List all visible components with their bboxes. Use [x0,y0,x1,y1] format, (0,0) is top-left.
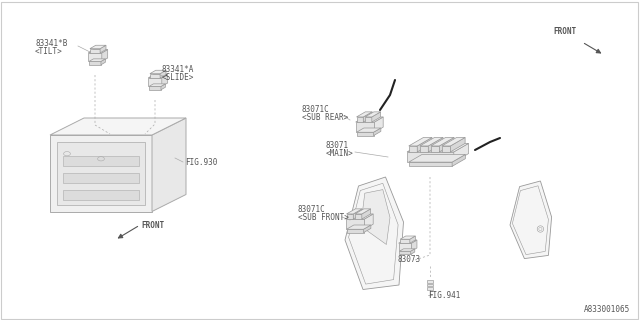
Text: FRONT: FRONT [141,221,164,230]
Polygon shape [399,249,415,251]
Bar [428,287,433,290]
Text: 83073: 83073 [398,255,421,264]
Polygon shape [407,143,468,152]
Polygon shape [431,146,439,152]
Text: <MAIN>: <MAIN> [326,149,354,158]
Polygon shape [88,53,102,61]
Polygon shape [365,117,372,122]
Text: <TILT>: <TILT> [35,47,63,56]
Polygon shape [149,84,165,86]
Text: 83071: 83071 [326,141,349,150]
Polygon shape [356,112,372,117]
Polygon shape [454,143,468,162]
Polygon shape [50,118,186,135]
Polygon shape [428,138,443,152]
Polygon shape [346,214,373,219]
Polygon shape [88,50,108,53]
Polygon shape [89,59,106,61]
Polygon shape [410,236,415,243]
Polygon shape [361,189,390,244]
Polygon shape [374,128,381,136]
Polygon shape [417,138,432,152]
Text: FIG.941: FIG.941 [428,291,460,300]
Bar [428,284,433,286]
Polygon shape [346,214,353,219]
Polygon shape [63,190,140,200]
Polygon shape [409,162,452,166]
Polygon shape [356,117,383,122]
Polygon shape [364,214,373,229]
Polygon shape [160,70,166,78]
Text: <SUB FRONT>: <SUB FRONT> [298,213,349,222]
Polygon shape [452,155,465,166]
Polygon shape [420,138,443,146]
Text: 83071C: 83071C [302,105,330,114]
Polygon shape [364,112,372,122]
Polygon shape [63,173,140,183]
Text: <SUB REAR>: <SUB REAR> [302,113,348,122]
Polygon shape [362,209,371,219]
Polygon shape [148,78,162,86]
Polygon shape [149,86,161,90]
Polygon shape [407,152,454,162]
Polygon shape [400,239,410,243]
Polygon shape [100,45,106,53]
Polygon shape [89,61,101,65]
Polygon shape [409,146,417,152]
Polygon shape [451,138,465,152]
Polygon shape [356,128,381,132]
Polygon shape [374,117,383,132]
Polygon shape [442,146,451,152]
Polygon shape [345,177,403,290]
Text: 83071C: 83071C [298,205,326,214]
Text: FRONT: FRONT [553,27,576,36]
Polygon shape [356,122,374,132]
Polygon shape [161,84,165,90]
Polygon shape [57,142,145,205]
Polygon shape [353,209,362,219]
Polygon shape [148,75,168,78]
Polygon shape [372,112,381,122]
Polygon shape [409,138,432,146]
Polygon shape [101,59,106,65]
Polygon shape [346,225,371,229]
Polygon shape [346,209,362,214]
Text: FIG.930: FIG.930 [185,158,218,167]
Polygon shape [431,138,454,146]
Polygon shape [365,112,381,117]
Text: 83341*A: 83341*A [162,65,195,74]
Text: 83341*B: 83341*B [35,39,67,48]
Text: A833001065: A833001065 [584,305,630,314]
Polygon shape [412,240,417,251]
Polygon shape [346,229,364,233]
Polygon shape [63,156,140,166]
Polygon shape [162,75,168,86]
Polygon shape [442,138,465,146]
Polygon shape [356,117,364,122]
Polygon shape [50,135,152,212]
Polygon shape [90,45,106,49]
Polygon shape [102,50,108,61]
Polygon shape [150,74,160,78]
Polygon shape [399,251,411,254]
Text: <SLIDE>: <SLIDE> [162,73,195,82]
Polygon shape [355,209,371,214]
Polygon shape [346,219,364,229]
Polygon shape [150,70,166,74]
Polygon shape [411,249,415,254]
Polygon shape [364,225,371,233]
Polygon shape [399,243,412,251]
Polygon shape [420,146,428,152]
Polygon shape [152,118,186,212]
Polygon shape [356,132,374,136]
Polygon shape [400,236,415,239]
Polygon shape [510,181,552,259]
Polygon shape [409,155,465,162]
Polygon shape [90,49,100,53]
Bar [428,280,433,283]
Polygon shape [439,138,454,152]
Polygon shape [399,240,417,243]
Polygon shape [355,214,362,219]
